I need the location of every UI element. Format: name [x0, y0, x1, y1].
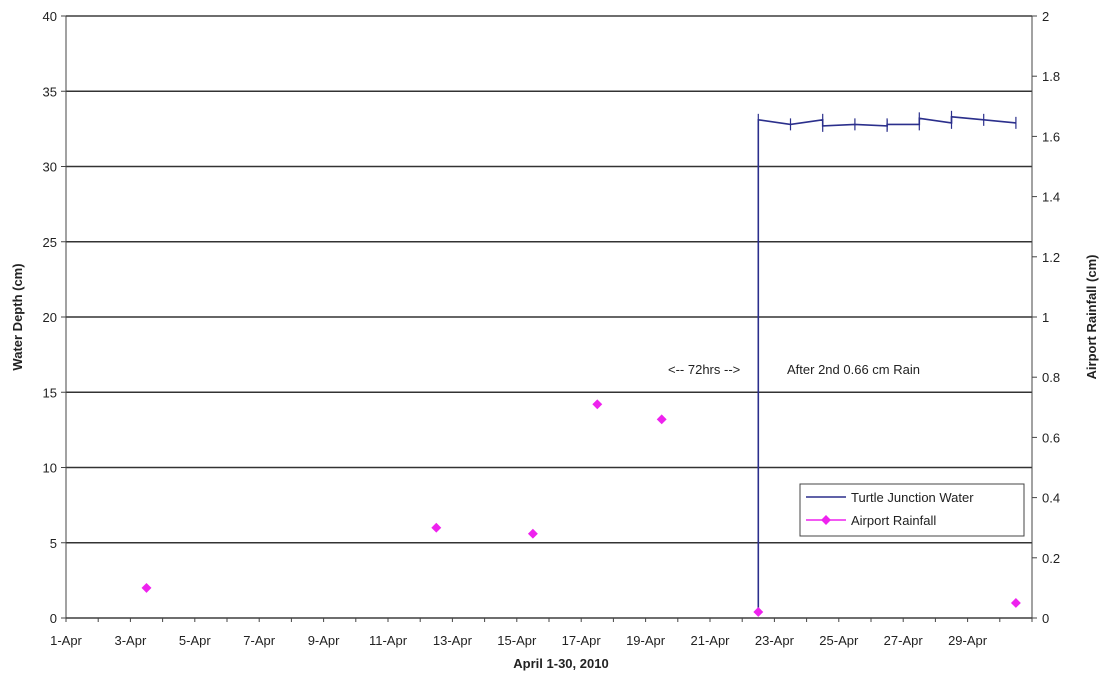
right-tick-label: 0.6	[1042, 430, 1060, 445]
series-airport-rainfall	[141, 399, 1021, 617]
left-tick-label: 25	[43, 235, 57, 250]
right-tick-label: 0.2	[1042, 551, 1060, 566]
rainfall-point	[592, 399, 603, 410]
x-tick-label: 19-Apr	[626, 633, 666, 648]
rainfall-point	[431, 522, 442, 533]
x-axis-title: April 1-30, 2010	[513, 656, 608, 671]
left-axis: 0 5 10 15 20 25 30 35 40	[43, 9, 66, 626]
left-tick-label: 20	[43, 310, 57, 325]
right-tick-label: 1	[1042, 310, 1049, 325]
left-tick-label: 35	[43, 84, 57, 99]
x-tick-label: 23-Apr	[755, 633, 795, 648]
rainfall-point	[141, 582, 152, 593]
series-turtle-junction-water	[757, 110, 1017, 614]
x-tick-label: 27-Apr	[884, 633, 924, 648]
legend-label-rain: Airport Rainfall	[851, 513, 936, 528]
x-tick-label: 11-Apr	[369, 633, 408, 648]
rainfall-point	[753, 607, 764, 617]
legend-label-water: Turtle Junction Water	[851, 490, 974, 505]
legend: Turtle Junction Water Airport Rainfall	[799, 483, 1025, 537]
rainfall-point	[527, 528, 538, 539]
x-tick-label: 29-Apr	[948, 633, 988, 648]
x-tick-label: 15-Apr	[497, 633, 537, 648]
right-tick-label: 0.8	[1042, 370, 1060, 385]
left-tick-label: 40	[43, 9, 57, 24]
x-tick-label: 21-Apr	[690, 633, 730, 648]
legend-marker-diamond	[821, 515, 831, 525]
left-tick-label: 30	[43, 160, 57, 175]
right-axis-title: Airport Rainfall (cm)	[1084, 255, 1099, 380]
right-tick-label: 0.4	[1042, 491, 1060, 506]
x-tick-label: 5-Apr	[179, 633, 211, 648]
left-axis-title: Water Depth (cm)	[10, 263, 25, 370]
right-axis: 0 0.2 0.4 0.6 0.8 1 1.2 1.4 1.6 1.8 2	[1032, 9, 1060, 626]
x-tick-label: 25-Apr	[819, 633, 859, 648]
right-tick-label: 2	[1042, 9, 1049, 24]
rainfall-point	[1010, 598, 1021, 608]
right-tick-label: 0	[1042, 611, 1049, 626]
x-tick-label: 9-Apr	[308, 633, 340, 648]
legend-box	[799, 483, 1025, 537]
right-tick-label: 1.2	[1042, 250, 1060, 265]
x-tick-label: 3-Apr	[115, 633, 147, 648]
x-tick-label: 1-Apr	[50, 633, 82, 648]
x-tick-label: 7-Apr	[243, 633, 275, 648]
x-tick-label: 13-Apr	[433, 633, 473, 648]
x-axis: 1-Apr 3-Apr 5-Apr 7-Apr 9-Apr 11-Apr 13-Apr 15-…	[50, 618, 1033, 648]
annotation-72hrs: <-- 72hrs -->	[668, 362, 740, 377]
right-tick-label: 1.6	[1042, 129, 1060, 144]
left-tick-label: 5	[50, 536, 57, 551]
x-tick-label: 17-Apr	[562, 633, 602, 648]
rainfall-point	[656, 414, 667, 425]
right-tick-label: 1.4	[1042, 190, 1060, 205]
left-tick-label: 10	[43, 461, 57, 476]
left-tick-label: 15	[43, 385, 57, 400]
right-tick-label: 1.8	[1042, 69, 1060, 84]
left-tick-label: 0	[50, 611, 57, 626]
annotation-after-rain: After 2nd 0.66 cm Rain	[787, 362, 920, 377]
